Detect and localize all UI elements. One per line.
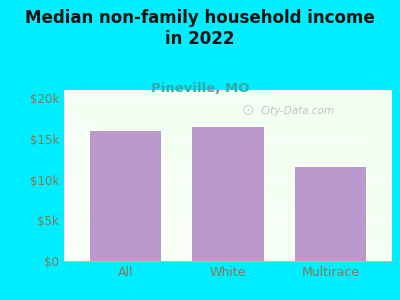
Bar [295, 167, 366, 261]
Text: Median non-family household income
in 2022: Median non-family household income in 20… [25, 9, 375, 48]
Bar [192, 127, 264, 261]
Text: ⊙: ⊙ [241, 103, 254, 118]
Bar [90, 131, 161, 261]
Text: City-Data.com: City-Data.com [261, 106, 335, 116]
Text: Pineville, MO: Pineville, MO [151, 82, 249, 95]
